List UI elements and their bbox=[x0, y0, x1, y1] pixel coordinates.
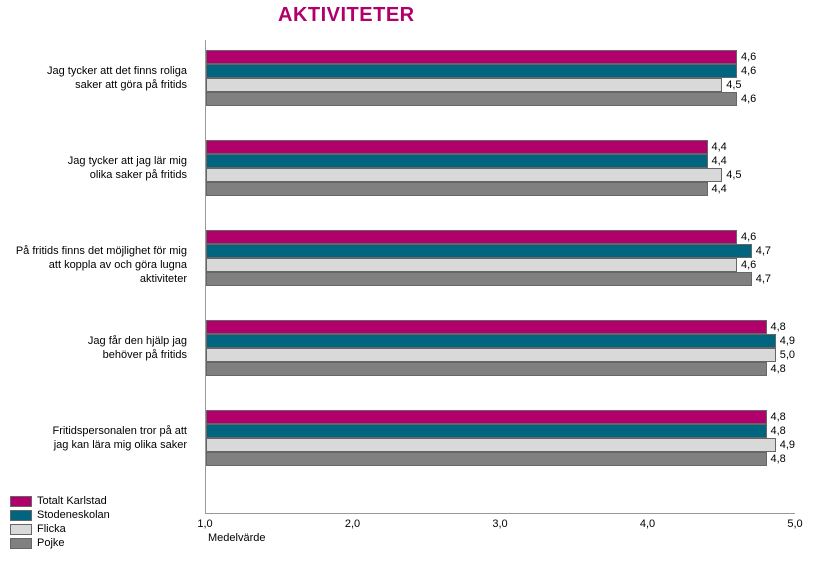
bar-row: 4,4 bbox=[206, 182, 795, 196]
bar-value-label: 4,8 bbox=[771, 453, 786, 465]
bar bbox=[206, 258, 737, 272]
bar-row: 4,5 bbox=[206, 78, 795, 92]
legend-swatch bbox=[10, 524, 32, 535]
category-label: På fritids finns det möjlighet för migat… bbox=[0, 245, 195, 286]
bar-row: 4,7 bbox=[206, 244, 795, 258]
bar-group: 4,8 4,8 4,9 4,8 bbox=[206, 410, 795, 466]
bar-row: 4,9 bbox=[206, 438, 795, 452]
legend-swatch bbox=[10, 538, 32, 549]
bar bbox=[206, 50, 737, 64]
bar-value-label: 4,5 bbox=[726, 169, 741, 181]
bar-value-label: 4,6 bbox=[741, 93, 756, 105]
bar-value-label: 4,5 bbox=[726, 79, 741, 91]
legend-item: Flicka bbox=[10, 522, 110, 536]
bar bbox=[206, 452, 767, 466]
legend: Totalt Karlstad Stodeneskolan Flicka Pojke bbox=[10, 494, 110, 550]
bar-value-label: 4,8 bbox=[771, 411, 786, 423]
bar-row: 4,6 bbox=[206, 258, 795, 272]
bar bbox=[206, 334, 776, 348]
bar-row: 5,0 bbox=[206, 348, 795, 362]
bar-row: 4,6 bbox=[206, 50, 795, 64]
bar-row: 4,6 bbox=[206, 230, 795, 244]
bar bbox=[206, 410, 767, 424]
bar bbox=[206, 230, 737, 244]
legend-label: Flicka bbox=[37, 523, 66, 535]
chart-container: AKTIVITETER Jag tycker att det finns rol… bbox=[0, 0, 819, 562]
x-tick-label: 5,0 bbox=[787, 518, 802, 530]
x-tick-label: 4,0 bbox=[640, 518, 655, 530]
bar bbox=[206, 154, 708, 168]
bar-group: 4,64,74,64,7 bbox=[206, 230, 795, 286]
bar-row: 4,8 bbox=[206, 362, 795, 376]
bar-row: 4,7 bbox=[206, 272, 795, 286]
bar-row: 4,9 bbox=[206, 334, 795, 348]
bar-row: 4,8 bbox=[206, 320, 795, 334]
bar-value-label: 4,4 bbox=[712, 183, 727, 195]
bar-row: 4,4 bbox=[206, 154, 795, 168]
category-label: Jag får den hjälp jagbehöver på fritids bbox=[0, 335, 195, 363]
bar-value-label: 4,9 bbox=[780, 335, 795, 347]
bar-group: 4,8 4,9 5,0 4,8 bbox=[206, 320, 795, 376]
bar bbox=[206, 348, 776, 362]
bar-value-label: 4,6 bbox=[741, 231, 756, 243]
bar-row: 4,4 bbox=[206, 140, 795, 154]
bar bbox=[206, 92, 737, 106]
bar bbox=[206, 438, 776, 452]
bar-value-label: 4,6 bbox=[741, 259, 756, 271]
bar bbox=[206, 362, 767, 376]
bar-group: 4,4 4,4 4,5 4,4 bbox=[206, 140, 795, 196]
bar-value-label: 4,8 bbox=[771, 363, 786, 375]
chart-title: AKTIVITETER bbox=[278, 4, 415, 27]
legend-item: Pojke bbox=[10, 536, 110, 550]
bar-group: 4,64,64,54,6 bbox=[206, 50, 795, 106]
x-tick-label: 3,0 bbox=[492, 518, 507, 530]
bar-value-label: 4,6 bbox=[741, 51, 756, 63]
plot-area: 4,64,64,54,64,44,44,54,44,64,74,64,74,84… bbox=[205, 40, 795, 514]
bar-row: 4,6 bbox=[206, 64, 795, 78]
legend-label: Totalt Karlstad bbox=[37, 495, 107, 507]
bar-value-label: 5,0 bbox=[780, 349, 795, 361]
bar-row: 4,5 bbox=[206, 168, 795, 182]
x-tick-label: 2,0 bbox=[345, 518, 360, 530]
bar-row: 4,8 bbox=[206, 410, 795, 424]
bar bbox=[206, 244, 752, 258]
legend-swatch bbox=[10, 496, 32, 507]
bar-value-label: 4,7 bbox=[756, 273, 771, 285]
bar bbox=[206, 320, 767, 334]
bar-value-label: 4,6 bbox=[741, 65, 756, 77]
bar-row: 4,8 bbox=[206, 452, 795, 466]
bar-row: 4,8 bbox=[206, 424, 795, 438]
legend-item: Totalt Karlstad bbox=[10, 494, 110, 508]
bar-value-label: 4,4 bbox=[712, 141, 727, 153]
legend-label: Stodeneskolan bbox=[37, 509, 110, 521]
category-label: Fritidspersonalen tror på attjag kan lär… bbox=[0, 425, 195, 453]
bar-value-label: 4,4 bbox=[712, 155, 727, 167]
bar-value-label: 4,7 bbox=[756, 245, 771, 257]
bar bbox=[206, 272, 752, 286]
bar-value-label: 4,9 bbox=[780, 439, 795, 451]
bar bbox=[206, 424, 767, 438]
bar-value-label: 4,8 bbox=[771, 425, 786, 437]
x-tick-label: 1,0 bbox=[197, 518, 212, 530]
bar-value-label: 4,8 bbox=[771, 321, 786, 333]
bar-row: 4,6 bbox=[206, 92, 795, 106]
bar bbox=[206, 140, 708, 154]
x-axis-title: Medelvärde bbox=[208, 532, 265, 544]
bar bbox=[206, 64, 737, 78]
legend-item: Stodeneskolan bbox=[10, 508, 110, 522]
bar bbox=[206, 168, 722, 182]
category-label: Jag tycker att jag lär migolika saker på… bbox=[0, 155, 195, 183]
bar bbox=[206, 78, 722, 92]
bar bbox=[206, 182, 708, 196]
category-label: Jag tycker att det finns roligasaker att… bbox=[0, 65, 195, 93]
legend-label: Pojke bbox=[37, 537, 65, 549]
legend-swatch bbox=[10, 510, 32, 521]
